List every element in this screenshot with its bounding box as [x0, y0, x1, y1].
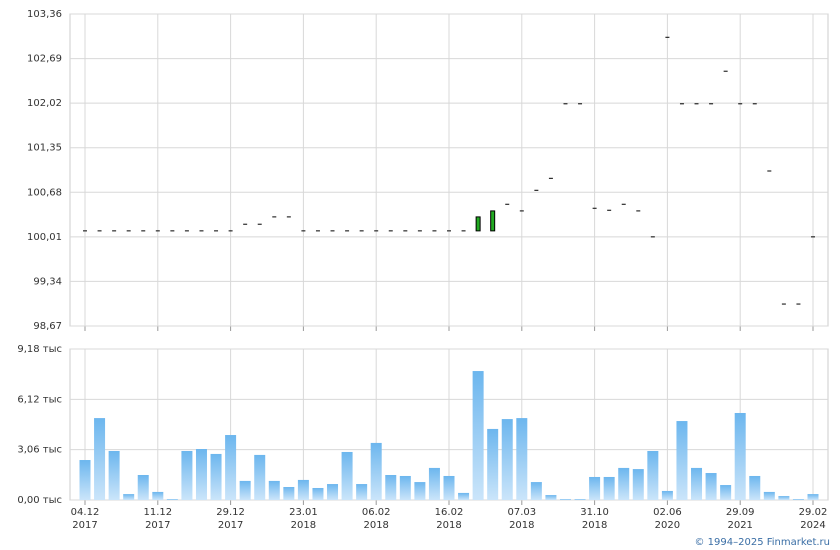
bar: [720, 485, 732, 500]
bar: [225, 435, 237, 500]
bar: [399, 475, 411, 500]
y-tick-label: 102,69: [27, 54, 62, 65]
bar: [297, 479, 309, 500]
x-tick-label: 16.02 2018: [435, 507, 464, 531]
bar: [589, 476, 601, 500]
bar: [734, 412, 746, 500]
bar: [195, 449, 207, 500]
bar: [166, 499, 178, 500]
bar: [254, 454, 266, 500]
bar: [647, 450, 659, 500]
bar: [778, 496, 790, 500]
bar: [414, 482, 426, 500]
bar: [385, 474, 397, 500]
x-tick-label: 31.10 2018: [580, 507, 609, 531]
y-tick-label: 6,12 тыс: [17, 394, 62, 405]
y-tick-label: 103,36: [27, 9, 62, 20]
x-tick-label: 06.02 2018: [362, 507, 391, 531]
y-tick-label: 100,68: [27, 187, 62, 198]
x-tick-label: 07.03 2018: [507, 507, 536, 531]
y-tick-label: 101,35: [27, 143, 62, 154]
x-tick-label: 04.12 2017: [71, 507, 100, 531]
y-tick-label: 3,06 тыс: [17, 445, 62, 456]
bar: [268, 480, 280, 500]
bar: [370, 442, 382, 500]
y-tick-label: 9,18 тыс: [17, 344, 62, 355]
bar: [181, 450, 193, 500]
x-tick-label: 23.01 2018: [289, 507, 318, 531]
bar: [545, 495, 557, 500]
bar: [618, 467, 630, 500]
bar: [94, 418, 106, 500]
bar: [123, 494, 135, 500]
bar: [428, 467, 440, 500]
y-tick-label: 100,01: [27, 232, 62, 243]
y-tick-label: 102,02: [27, 98, 62, 109]
bar: [312, 487, 324, 500]
bar: [472, 371, 484, 500]
bar: [327, 484, 339, 500]
copyright[interactable]: © 1994–2025 Finmarket.ru: [694, 537, 830, 548]
x-tick-label: 29.12 2017: [216, 507, 245, 531]
bar: [458, 492, 470, 500]
bar: [632, 469, 644, 500]
bar: [559, 499, 571, 500]
bar: [705, 473, 717, 500]
bar: [341, 451, 353, 500]
bar: [763, 491, 775, 500]
bar: [487, 428, 499, 500]
bar: [501, 419, 513, 500]
x-tick-label: 29.09 2021: [726, 507, 755, 531]
bar: [676, 421, 688, 500]
bar: [283, 487, 295, 500]
bar: [79, 460, 91, 500]
bar: [152, 491, 164, 500]
y-tick-label: 99,34: [33, 276, 62, 287]
candle: [490, 210, 496, 232]
bar: [239, 480, 251, 500]
x-tick-label: 29.02 2024: [799, 507, 828, 531]
x-tick-label: 02.06 2020: [653, 507, 682, 531]
bar: [443, 475, 455, 500]
bar: [807, 494, 819, 500]
bar: [137, 474, 149, 500]
bar: [792, 499, 804, 500]
y-tick-label: 98,67: [33, 321, 62, 332]
bar: [749, 475, 761, 500]
bar: [108, 450, 120, 500]
x-tick-label: 11.12 2017: [143, 507, 172, 531]
bar: [574, 499, 586, 500]
bar: [603, 476, 615, 500]
bar: [210, 453, 222, 500]
bar: [516, 418, 528, 500]
bar: [356, 484, 368, 500]
bar: [691, 467, 703, 500]
y-tick-label: 0,00 тыс: [17, 495, 62, 506]
bar: [530, 482, 542, 500]
bar: [661, 490, 673, 500]
candle: [475, 216, 481, 232]
